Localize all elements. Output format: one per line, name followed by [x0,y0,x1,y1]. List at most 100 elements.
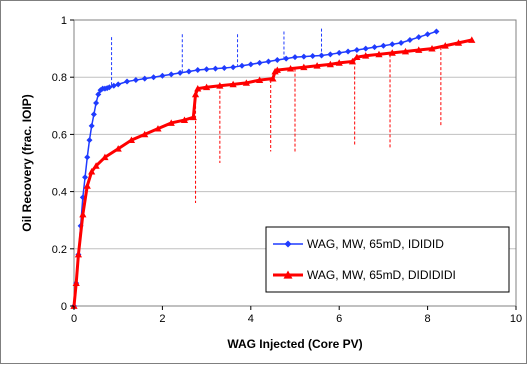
y-axis-title: Oil Recovery (frac. IOIP) [20,94,34,231]
data-point [83,182,91,189]
y-tick-label: 1 [61,15,67,27]
data-point [74,250,83,258]
data-point [101,153,109,161]
data-point [72,279,80,286]
data-point [433,28,440,35]
data-point [326,60,334,68]
data-point [141,130,149,138]
data-point [388,49,396,56]
data-point [177,69,184,76]
data-point [348,57,357,65]
data-point [189,113,197,121]
data-point [415,46,423,53]
data-point [406,37,413,44]
y-tick-label: 0 [61,301,67,313]
data-point [124,78,131,85]
dashed-markers [111,28,442,204]
data-point [79,210,87,218]
data-point [336,49,343,56]
x-tick-label: 4 [248,313,254,325]
data-point [230,64,237,71]
data-point [362,52,370,59]
data-point [300,53,307,60]
data-point [132,77,139,84]
legend-label: WAG, MW, 65mD, DIDIDIDI [307,268,456,282]
data-point [114,145,122,152]
data-point [154,125,162,132]
data-point [415,34,422,41]
data-point [335,59,343,66]
data-point [115,81,122,88]
data-point [274,57,281,64]
data-point [88,122,95,129]
x-tick-label: 6 [336,313,342,325]
data-point [212,65,219,72]
data-point [398,39,405,46]
x-tick-label: 2 [159,313,165,325]
data-point [221,65,228,72]
data-point [256,59,263,66]
data-point [441,42,449,49]
data-point [454,39,463,46]
data-point [389,41,396,48]
data-point [216,82,224,89]
data-point [90,111,97,118]
data-point [401,47,410,55]
data-point [141,75,148,82]
y-tick-label: 0.2 [52,244,67,256]
data-point [353,53,361,61]
data-point [353,47,360,54]
data-point [180,116,189,123]
x-tick-label: 10 [510,313,522,325]
diamond-marker-icon [284,240,292,248]
data-point [273,66,281,73]
data-point [92,162,100,169]
data-point [242,79,250,86]
legend-label: WAG, MW, 65mD, IDIDID [307,237,444,251]
x-tick-label: 8 [425,313,431,325]
data-point [327,51,334,58]
data-point [265,58,272,65]
data-point [229,80,237,88]
data-point [86,137,93,144]
data-point [283,55,290,62]
data-point [428,45,436,52]
legend-item-series-1: WAG, MW, 65mD, IDIDID [273,237,444,251]
data-point [313,62,321,69]
data-point [256,76,264,83]
triangle-marker-icon [283,270,293,279]
x-axis-title: WAG Injected (Core PV) [227,337,362,351]
data-point [82,174,89,181]
grid-lines [74,76,516,250]
data-point [185,68,192,75]
legend: WAG, MW, 65mD, IDIDID WAG, MW, 65mD, DID… [265,226,510,293]
x-tick-label: 0 [71,313,77,325]
series-2 [70,36,476,309]
data-point [127,136,136,143]
data-point [247,61,254,68]
data-point [203,83,211,91]
data-point [167,119,175,126]
data-point [371,44,378,51]
data-point [318,52,325,59]
data-point [150,74,157,81]
data-point [194,67,201,74]
data-point [191,90,200,98]
legend-item-series-2: WAG, MW, 65mD, DIDIDIDI [273,268,456,282]
data-point [84,154,91,161]
data-point [375,50,383,58]
data-point [424,31,431,38]
data-point [362,45,369,52]
y-tick-label: 0.6 [52,129,67,141]
data-point [468,36,476,43]
recovery-chart: 00.20.40.60.810 2 4 6 8 10 WAG Injected (Core… [20,15,522,351]
data-point [269,75,277,82]
legend-box [265,226,510,293]
data-point [286,65,295,72]
data-point [88,167,96,175]
axis-ticks: 00.20.40.60.810 2 4 6 8 10 [52,15,522,325]
y-tick-label: 0.4 [52,187,67,199]
data-point [203,66,210,73]
data-point [345,48,352,55]
